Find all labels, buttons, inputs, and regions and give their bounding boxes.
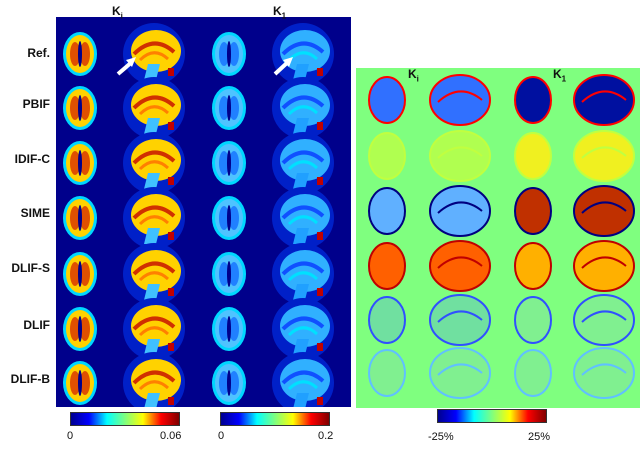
brain-slice-sagittal	[280, 194, 330, 236]
row-label-ref: Ref.	[27, 46, 50, 60]
difference-slice-axial	[514, 242, 552, 290]
row-label-dlif-b: DLIF-B	[10, 372, 50, 386]
difference-slice-sagittal	[429, 347, 491, 399]
difference-slice-axial	[514, 132, 552, 180]
difference-slice-sagittal	[573, 185, 635, 237]
colorbar-k1	[220, 412, 330, 426]
brain-slice-sagittal	[131, 250, 181, 292]
difference-slice-axial	[514, 349, 552, 397]
difference-slice-axial	[514, 187, 552, 235]
difference-slice-sagittal	[429, 74, 491, 126]
difference-slice-axial	[368, 296, 406, 344]
brain-slice-sagittal	[280, 30, 330, 72]
brain-slice-sagittal	[280, 84, 330, 126]
difference-slice-sagittal	[429, 185, 491, 237]
brain-slice-sagittal	[131, 359, 181, 401]
difference-slice-sagittal	[573, 240, 635, 292]
colorbar-difference	[437, 409, 547, 423]
brain-slice-sagittal	[280, 139, 330, 181]
difference-slice-sagittal	[429, 240, 491, 292]
colorbar-ki	[70, 412, 180, 426]
row-label-sime: SIME	[20, 206, 50, 220]
brain-slice-sagittal	[131, 30, 181, 72]
difference-slice-axial	[368, 349, 406, 397]
brain-slice-sagittal	[131, 305, 181, 347]
row-label-dlif: DLIF	[23, 318, 50, 332]
arrow-icon	[273, 60, 290, 76]
colorbar-diff-max: 25%	[528, 431, 551, 443]
difference-map-grid	[368, 74, 635, 399]
brain-slice-sagittal	[280, 305, 330, 347]
difference-slice-axial	[514, 76, 552, 124]
colorbar-k1-max: 0.2	[318, 430, 334, 442]
colorbar-ki-min: 0	[67, 430, 74, 442]
brain-slice-sagittal	[131, 84, 181, 126]
col-header-left-k1: K1	[273, 4, 287, 21]
difference-map-panel	[356, 68, 640, 408]
colorbar-diff-min: -25%	[428, 431, 454, 443]
col-header-left-ki: Ki	[112, 4, 123, 21]
brain-slice-sagittal	[280, 250, 330, 292]
difference-slice-sagittal	[573, 294, 635, 346]
difference-slice-axial	[368, 132, 406, 180]
difference-slice-axial	[368, 242, 406, 290]
colorbar-ki-max: 0.06	[160, 430, 182, 442]
difference-slice-sagittal	[573, 347, 635, 399]
difference-slice-axial	[368, 187, 406, 235]
difference-slice-axial	[368, 76, 406, 124]
brain-slice-sagittal	[131, 139, 181, 181]
difference-slice-sagittal	[429, 294, 491, 346]
colorbar-k1-min: 0	[218, 430, 225, 442]
difference-slice-sagittal	[573, 130, 635, 182]
row-label-dlif-s: DLIF-S	[11, 261, 50, 275]
row-label-idif-c: IDIF-C	[14, 152, 50, 166]
brain-slice-sagittal	[131, 194, 181, 236]
row-label-pbif: PBIF	[22, 97, 50, 111]
difference-slice-sagittal	[573, 74, 635, 126]
col-header-right-k1: K1	[553, 67, 567, 84]
col-header-right-ki: Ki	[408, 67, 419, 84]
brain-slice-sagittal	[280, 359, 330, 401]
difference-slice-sagittal	[429, 130, 491, 182]
difference-slice-axial	[514, 296, 552, 344]
parametric-image-panel	[56, 17, 351, 414]
parametric-image-grid	[63, 23, 334, 414]
